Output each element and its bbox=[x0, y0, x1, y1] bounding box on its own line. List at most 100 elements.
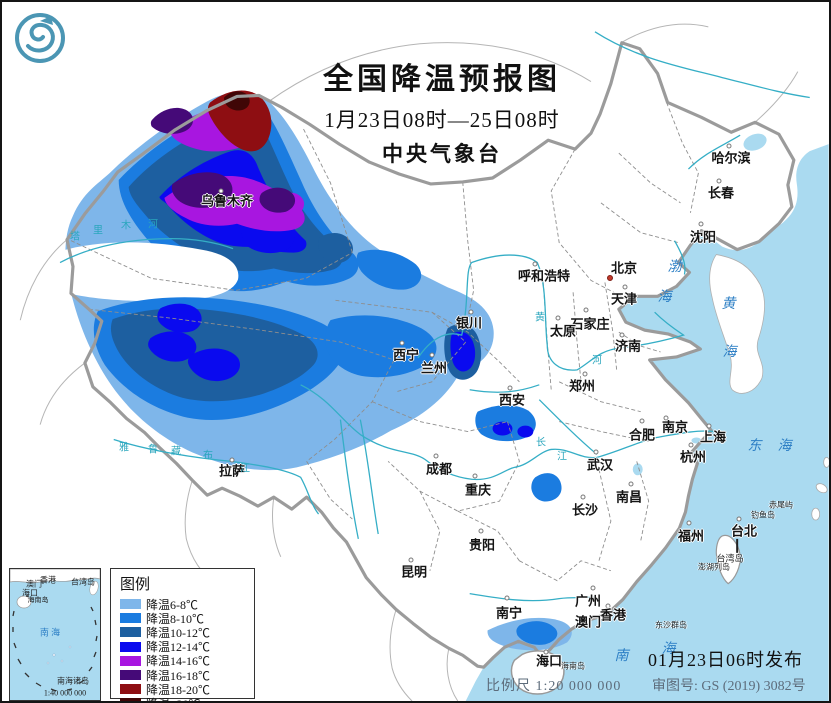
cooling-patches bbox=[59, 90, 572, 651]
inset-label: 海口 bbox=[22, 588, 38, 598]
city-marker bbox=[399, 340, 405, 346]
city-marker bbox=[619, 332, 625, 338]
nine-dash-line bbox=[12, 606, 98, 692]
legend-item-label: 降温≥20℃ bbox=[146, 695, 201, 701]
patch-8-10 bbox=[531, 473, 562, 502]
legend-item-label: 降温16-18℃ bbox=[146, 668, 210, 683]
island-label: 钓鱼岛 bbox=[751, 510, 775, 520]
patch-8-10 bbox=[356, 249, 422, 290]
sea-label: 渤 bbox=[667, 260, 683, 275]
patch-10-12 bbox=[317, 233, 353, 264]
inset-taiwan bbox=[89, 580, 99, 596]
city-label: 兰州 bbox=[420, 360, 448, 376]
river-label: 河 bbox=[148, 219, 158, 231]
patch-16-18 bbox=[171, 172, 233, 208]
inset-label: 南海诸岛 bbox=[57, 676, 89, 686]
city-label: 哈尔滨 bbox=[711, 150, 751, 166]
cma-dragon-icon bbox=[15, 13, 65, 63]
city-marker bbox=[472, 473, 478, 479]
city-marker bbox=[429, 352, 435, 358]
city-marker bbox=[605, 603, 611, 609]
river-label: 雅 bbox=[119, 442, 129, 454]
city-label: 西宁 bbox=[392, 347, 420, 363]
city-label: 天津 bbox=[610, 291, 638, 307]
city-marker bbox=[706, 423, 712, 429]
legend-color-swatch bbox=[120, 670, 141, 681]
city-marker bbox=[555, 315, 561, 321]
city-label: 银川 bbox=[455, 315, 483, 331]
hainan-island bbox=[510, 650, 565, 695]
patch-12-14 bbox=[148, 331, 197, 362]
legend-item: 降温10-12℃ bbox=[120, 625, 254, 640]
city-marker bbox=[628, 481, 634, 487]
legend-color-swatch bbox=[120, 613, 141, 624]
agency-name: 中央气象台 bbox=[382, 142, 502, 166]
province-borders bbox=[70, 102, 699, 582]
city-marker bbox=[686, 520, 692, 526]
korea-peninsula bbox=[709, 254, 765, 394]
city-label: 成都 bbox=[425, 461, 453, 477]
legend-item: 降温12-14℃ bbox=[120, 640, 254, 654]
city-label: 广州 bbox=[574, 593, 602, 609]
inset-label: 海南岛 bbox=[27, 596, 49, 604]
forecast-period: 1月23日08时—25日08时 bbox=[324, 108, 560, 132]
inset-label: 香港 bbox=[40, 575, 56, 585]
city-label: 济南 bbox=[614, 338, 642, 354]
city-marker bbox=[507, 385, 513, 391]
release-time: 01月23日06时发布 bbox=[648, 650, 803, 670]
city-label: 长春 bbox=[707, 185, 735, 201]
inset-label: 台湾岛 bbox=[71, 577, 95, 587]
river-label: 布 bbox=[203, 450, 213, 462]
sea-label: 海 bbox=[661, 642, 677, 657]
river-label: 塔 bbox=[70, 231, 80, 243]
city-label: 呼和浩特 bbox=[517, 268, 571, 284]
city-marker bbox=[583, 307, 589, 313]
legend-rows: 降温6-8℃ 降温8-10℃ 降温10-12℃ 降温12-14℃ 降温14-16℃ 降温1… bbox=[120, 597, 254, 701]
river-label: 黄 bbox=[535, 312, 545, 324]
inset-label: 澳门 bbox=[26, 579, 42, 589]
legend-color-swatch bbox=[120, 698, 141, 701]
city-label: 台北 bbox=[730, 523, 758, 539]
city-label: 长沙 bbox=[571, 502, 599, 518]
legend-title: 图例 bbox=[120, 577, 151, 593]
inset-label: 1:40 000 000 bbox=[43, 688, 87, 698]
city-marker bbox=[504, 595, 510, 601]
legend-box: 图例 降温6-8℃ 降温8-10℃ 降温10-12℃ 降温12-14℃ 降温14-16℃… bbox=[110, 568, 255, 701]
city-label: 西安 bbox=[498, 392, 526, 408]
patch-16-18 bbox=[259, 187, 296, 213]
page-title: 全国降温预报图 bbox=[323, 63, 561, 96]
river-label: 河 bbox=[592, 355, 602, 367]
patch-12-14 bbox=[517, 425, 534, 438]
sea-label: 黄 bbox=[721, 297, 737, 312]
patch-12-14 bbox=[187, 348, 240, 382]
legend-item-label: 降温12-14℃ bbox=[146, 640, 210, 655]
legend-item: 降温18-20℃ bbox=[120, 682, 254, 697]
rivers bbox=[59, 31, 810, 602]
city-label: 太原 bbox=[549, 323, 577, 339]
city-marker bbox=[736, 516, 742, 522]
city-label: 杭州 bbox=[679, 449, 707, 465]
city-marker bbox=[716, 178, 722, 184]
patch-12-14 bbox=[157, 303, 202, 333]
city-label: 南京 bbox=[661, 419, 689, 435]
city-label: 南宁 bbox=[495, 605, 523, 621]
city-marker bbox=[593, 449, 599, 455]
city-marker bbox=[468, 309, 474, 315]
patch-12-14 bbox=[450, 331, 476, 372]
island-label: 台湾岛 bbox=[716, 553, 744, 564]
city-marker bbox=[639, 418, 645, 424]
city-label: 福州 bbox=[677, 528, 705, 544]
city-marker bbox=[532, 261, 538, 267]
city-label: 海口 bbox=[535, 653, 563, 669]
legend-item: 降温8-10℃ bbox=[120, 611, 254, 626]
legend-item: 降温≥20℃ bbox=[120, 695, 254, 701]
sea-label: 南 bbox=[614, 649, 630, 664]
legend-color-swatch bbox=[120, 641, 141, 652]
river-label: 里 bbox=[93, 225, 103, 237]
islands-and-neighbors bbox=[510, 254, 829, 695]
city-marker bbox=[433, 453, 439, 459]
legend-color-swatch bbox=[120, 627, 141, 638]
city-marker bbox=[582, 371, 588, 377]
